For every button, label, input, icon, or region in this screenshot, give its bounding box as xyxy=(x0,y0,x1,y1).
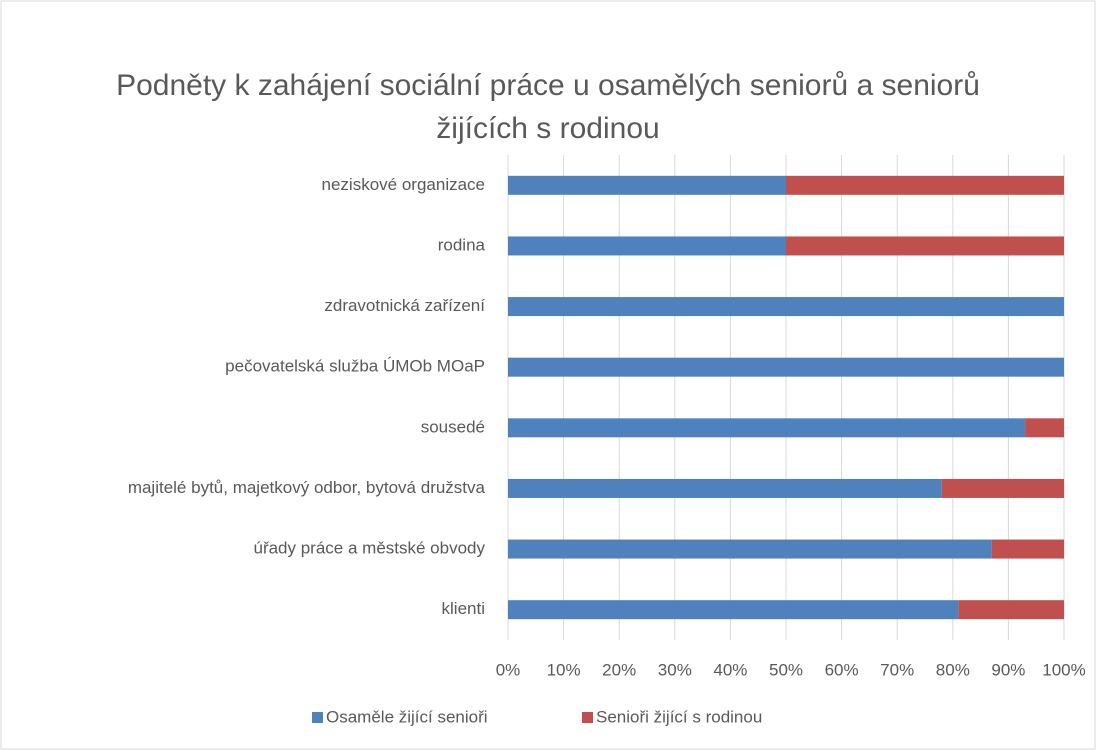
bar xyxy=(786,175,1064,195)
bar xyxy=(1025,418,1064,438)
y-tick-label: klienti xyxy=(442,599,485,618)
x-tick-label: 40% xyxy=(713,660,747,679)
bar xyxy=(786,236,1064,256)
x-tick-label: 70% xyxy=(880,660,914,679)
title-line: Podněty k zahájení sociální práce u osam… xyxy=(116,69,980,102)
y-tick-label: zdravotnická zařízení xyxy=(324,296,485,315)
x-tick-label: 50% xyxy=(769,660,803,679)
bar xyxy=(941,478,1064,498)
y-tick-label: rodina xyxy=(438,235,486,254)
y-tick-label: pečovatelská služba ÚMOb MOaP xyxy=(225,357,485,376)
bar xyxy=(508,175,786,195)
legend-label: Osaměle žijící senioři xyxy=(326,707,488,726)
legend-label: Senioři žijící s rodinou xyxy=(596,707,762,726)
bar xyxy=(508,600,959,620)
bar xyxy=(508,297,1064,317)
y-tick-label: sousedé xyxy=(421,417,485,436)
x-tick-label: 20% xyxy=(602,660,636,679)
legend-swatch xyxy=(312,712,323,723)
bar xyxy=(508,357,1064,377)
x-tick-label: 60% xyxy=(825,660,859,679)
bar xyxy=(508,236,786,256)
bar xyxy=(958,600,1064,620)
bar xyxy=(991,539,1064,559)
title-line: žijících s rodinou xyxy=(436,112,659,145)
x-tick-label: 90% xyxy=(991,660,1025,679)
y-tick-label: neziskové organizace xyxy=(322,175,485,194)
bar xyxy=(508,478,942,498)
chart-title: Podněty k zahájení sociální práce u osam… xyxy=(116,69,980,145)
y-tick-label: úřady práce a městské obvody xyxy=(253,539,485,558)
legend-swatch xyxy=(582,712,593,723)
x-tick-label: 0% xyxy=(496,660,521,679)
x-tick-label: 100% xyxy=(1042,660,1085,679)
y-tick-label: majitelé bytů, majetkový odbor, bytová d… xyxy=(128,478,486,497)
x-tick-label: 10% xyxy=(547,660,581,679)
x-tick-label: 30% xyxy=(658,660,692,679)
bar xyxy=(508,418,1026,438)
bar xyxy=(508,539,992,559)
x-tick-label: 80% xyxy=(936,660,970,679)
